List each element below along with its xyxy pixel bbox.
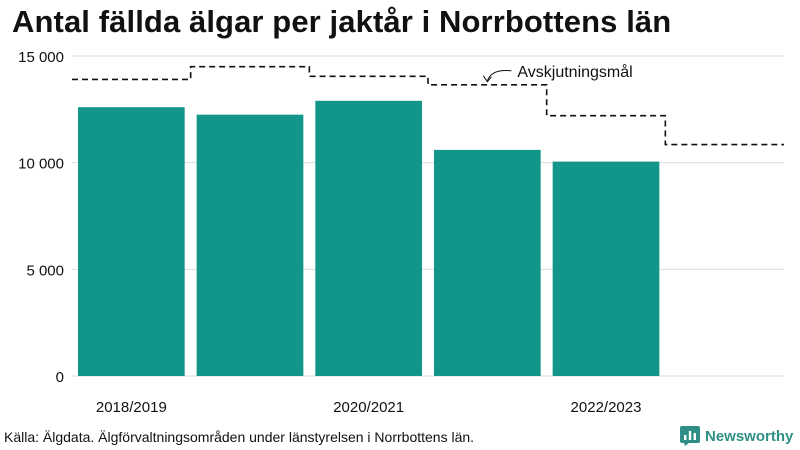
grid-lines (72, 55, 784, 377)
annotation-arrowhead (482, 75, 492, 83)
bar (78, 107, 185, 376)
brand-name: Newsworthy (705, 427, 794, 445)
source-note: Källa: Älgdata. Älgförvaltningsområden u… (4, 429, 475, 445)
chart-title: Antal fällda älgar per jaktår i Norrbott… (12, 4, 672, 39)
annotation: Avskjutningsmål (482, 63, 633, 83)
target-step-line (72, 65, 784, 146)
y-tick-label: 5 000 (26, 262, 64, 279)
y-tick-label: 15 000 (18, 49, 64, 66)
bar (434, 149, 541, 376)
y-axis-ticks: 0 5 000 10 000 15 000 (18, 49, 64, 386)
bar (196, 114, 304, 377)
chart: 0 5 000 10 000 15 000 2018/2019 2020/2021 202… (18, 49, 784, 416)
x-tick-label: 2022/2023 (571, 399, 642, 416)
brand-logo: Newsworthy (680, 426, 793, 446)
x-tick-label: 2018/2019 (96, 399, 167, 416)
target-line (72, 65, 784, 146)
annotation-label: Avskjutningsmål (517, 63, 632, 81)
x-tick-label: 2020/2021 (333, 399, 404, 416)
y-tick-label: 0 (56, 369, 64, 386)
bar (315, 100, 422, 377)
bars (78, 100, 660, 377)
x-axis-ticks: 2018/2019 2020/2021 2022/2023 (96, 399, 642, 416)
annotation-arrow (486, 70, 512, 81)
y-tick-label: 10 000 (18, 156, 64, 173)
newsworthy-logo-icon (680, 426, 700, 446)
bar (552, 161, 660, 376)
